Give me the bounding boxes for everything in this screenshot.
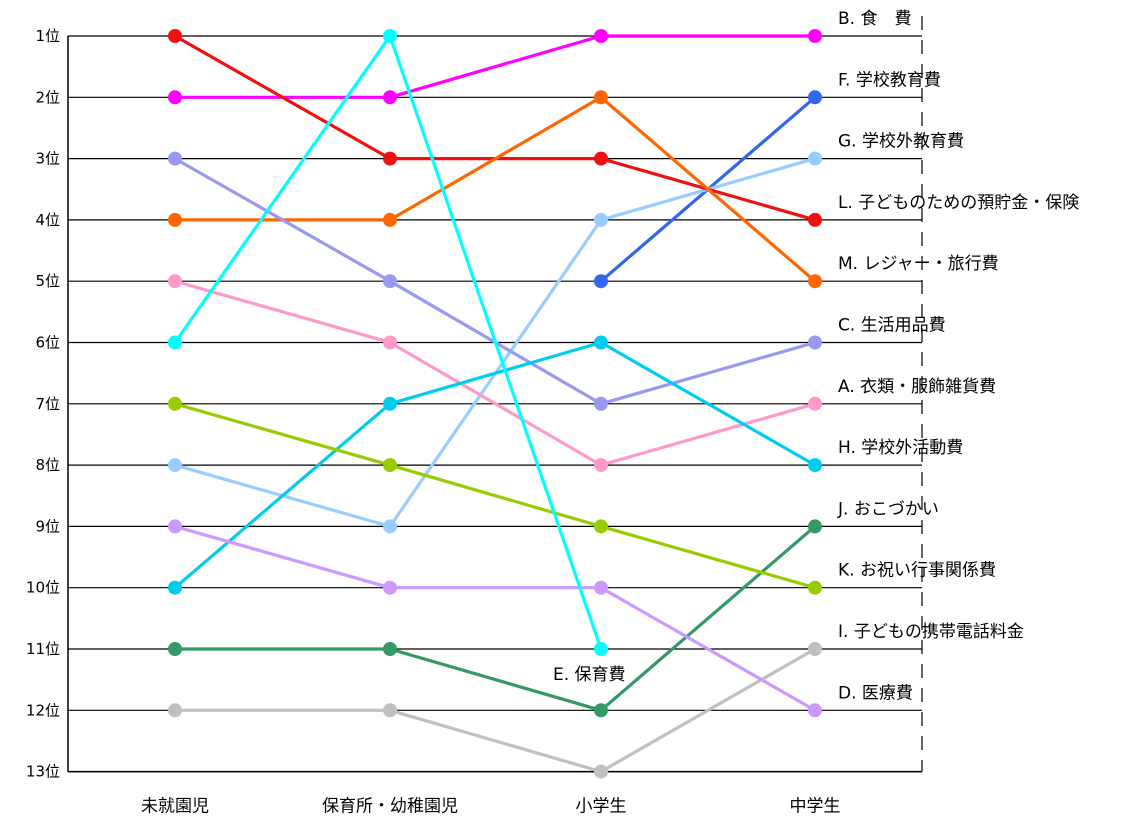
data-point (594, 29, 608, 43)
y-tick-label: 1位 (35, 27, 60, 45)
data-point (594, 458, 608, 473)
data-point (383, 29, 397, 43)
y-tick-label: 13位 (26, 763, 60, 781)
data-point (168, 90, 182, 105)
data-point (594, 764, 608, 779)
series-line (175, 34, 815, 99)
series-label: G. 学校外教育費 (838, 132, 964, 152)
x-axis-labels: 未就園児 保育所・幼稚園児 小学生 中学生 (141, 797, 841, 817)
y-tick-label: 6位 (35, 334, 60, 352)
data-point (168, 580, 182, 595)
data-point (808, 396, 822, 411)
data-point (808, 642, 822, 656)
data-point (594, 212, 608, 227)
data-point (808, 519, 822, 534)
data-point (383, 274, 397, 289)
data-point (594, 274, 608, 289)
series-label: B. 食 費 (838, 9, 911, 29)
data-point (808, 151, 822, 166)
data-point (594, 90, 608, 105)
y-tick-label: 10位 (26, 579, 60, 597)
x-tick-label: 中学生 (790, 797, 841, 817)
series-line (174, 524, 816, 712)
data-point (168, 396, 182, 411)
data-point (383, 335, 397, 350)
data-point (168, 458, 182, 473)
data-point (808, 274, 822, 289)
data-point (594, 396, 608, 411)
data-point (383, 703, 397, 718)
data-point (168, 642, 182, 656)
data-point (594, 151, 608, 166)
series-label: H. 学校外活動費 (838, 438, 963, 458)
y-tick-label: 2位 (35, 88, 60, 106)
series-line (175, 95, 817, 283)
data-point (168, 151, 182, 166)
data-point (594, 335, 608, 350)
y-tick-label: 9位 (35, 517, 60, 535)
data-point (383, 458, 397, 473)
data-point (168, 29, 182, 43)
series-label: D. 医療費 (838, 683, 913, 703)
series-label: K. お祝い行事関係費 (838, 561, 996, 581)
series-line (174, 402, 816, 590)
data-point (168, 519, 182, 534)
data-point (383, 151, 397, 166)
series-labels: B. 食 費 F. 学校教育費 G. 学校外教育費 L. 子どものための預貯金・保険 M… (553, 9, 1079, 703)
series-label: C. 生活用品費 (838, 316, 946, 336)
data-point (594, 519, 608, 534)
data-point (383, 519, 397, 534)
series-line (174, 279, 816, 467)
data-point (594, 642, 608, 656)
y-tick-label: 3位 (35, 150, 60, 168)
series-line (173, 340, 816, 589)
y-tick-label: 5位 (35, 272, 60, 290)
y-tick-label: 12位 (26, 701, 60, 719)
series-label: J. おこづかい (837, 499, 939, 519)
data-point (168, 335, 182, 350)
data-point (808, 580, 822, 595)
series-line (175, 525, 817, 712)
data-point (383, 212, 397, 227)
data-point (808, 90, 822, 105)
data-point (808, 703, 822, 718)
data-point (594, 703, 608, 718)
data-point (383, 580, 397, 595)
series-lines (173, 34, 817, 774)
series-label: E. 保育費 (553, 665, 626, 685)
y-tick-label: 4位 (35, 211, 60, 229)
y-tick-label: 11位 (26, 640, 60, 658)
data-point (808, 335, 822, 350)
data-point (168, 703, 182, 718)
data-point (168, 274, 182, 289)
series-label: F. 学校教育費 (838, 70, 941, 90)
data-point (594, 580, 608, 595)
x-tick-label: 小学生 (576, 797, 627, 817)
data-point (168, 212, 182, 227)
plot-frame (67, 16, 923, 773)
series-line (175, 647, 816, 774)
series-line (174, 34, 816, 222)
data-point (383, 642, 397, 656)
series-label: I. 子どもの携帯電話料金 (838, 622, 1024, 642)
series-label: M. レジャー・旅行費 (838, 254, 999, 274)
data-point (383, 396, 397, 411)
y-tick-label: 7位 (35, 395, 60, 413)
data-point (808, 458, 822, 473)
x-tick-label: 未就園児 (141, 797, 209, 817)
y-axis-labels: 1位 2位 3位 4位 5位 6位 7位 8位 9位 10位 11位 12位 13位 (26, 27, 60, 781)
series-label: L. 子どものための預貯金・保険 (838, 193, 1079, 213)
series-points (168, 29, 822, 779)
y-tick-label: 8位 (35, 456, 60, 474)
data-point (383, 90, 397, 105)
series-label: A. 衣類・服飾雑貨費 (838, 377, 996, 397)
data-point (808, 212, 822, 227)
data-point (808, 29, 822, 43)
x-tick-label: 保育所・幼稚園児 (322, 797, 458, 817)
